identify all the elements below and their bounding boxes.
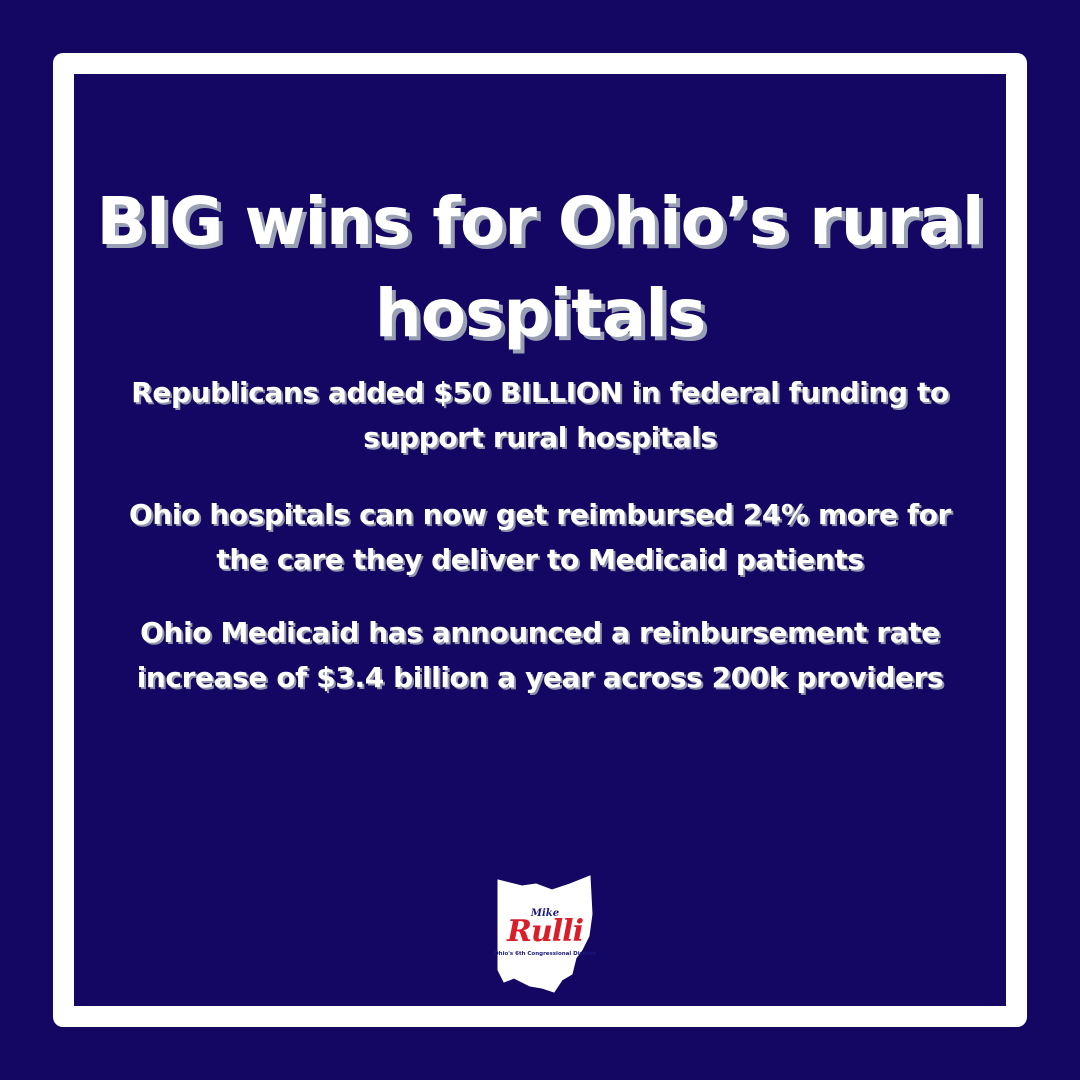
key-points: Republicans added $50 BILLION in federal… (74, 370, 1006, 700)
point-federal-funding: Republicans added $50 BILLION in federal… (131, 376, 949, 454)
content-panel: BIG wins for Ohio’s rural hospitals Repu… (74, 74, 1006, 1006)
headline: BIG wins for Ohio’s rural hospitals (96, 183, 984, 352)
logo-last-name: Rulli (507, 914, 584, 949)
logo-subtitle: Ohio's 6th Congressional District (493, 951, 596, 957)
rulli-ohio-logo: Mike Rulli Ohio's 6th Congressional Dist… (492, 874, 598, 994)
logo-first-name: Mike (530, 908, 560, 919)
point-reimbursement-increase: Ohio hospitals can now get reimbursed 24… (129, 498, 951, 576)
ohio-state-outline-icon (497, 875, 593, 993)
point-medicaid-rate-increase: Ohio Medicaid has announced a reinbursem… (136, 616, 944, 694)
